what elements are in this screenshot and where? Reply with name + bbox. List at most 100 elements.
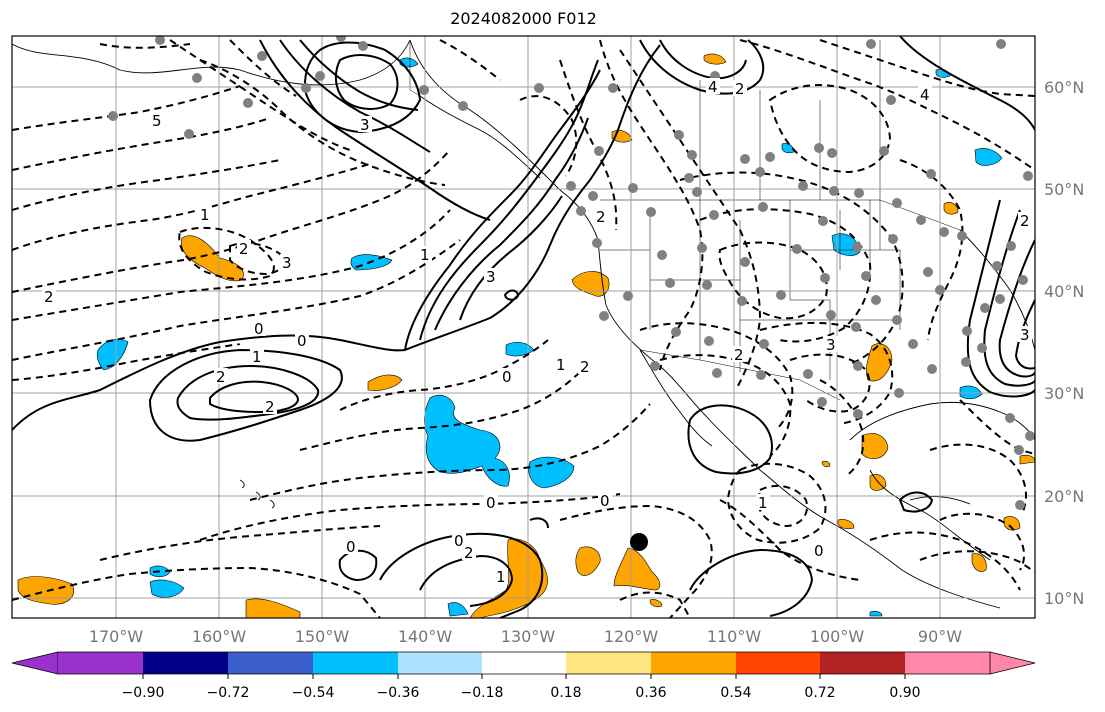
contour-label: 0 [486, 494, 496, 512]
contour-label: 1 [252, 348, 262, 366]
fill-orange-region [613, 547, 661, 591]
contour-label: 4 [920, 86, 930, 104]
contour-line [966, 199, 1035, 398]
storm-position-marker [630, 533, 648, 551]
border-alaska [409, 40, 421, 97]
contour-label: 2 [580, 358, 590, 376]
contour-line-dashed [599, 39, 704, 371]
contour-label: 0 [346, 538, 356, 556]
contour-line-dashed [12, 239, 461, 361]
contour-line [334, 54, 399, 110]
colorbar-tick-label: 0.72 [804, 685, 835, 701]
contour-line [259, 39, 491, 221]
colorbar-segment [313, 652, 398, 674]
contour-line [176, 364, 320, 421]
contour-line [689, 548, 814, 617]
fill-orange-region [866, 343, 893, 382]
colorbar-segment [905, 652, 990, 674]
colorbar-tick-label: −0.54 [292, 685, 335, 701]
coastline-alaska-panhandle [419, 95, 541, 179]
contour-line [434, 117, 589, 331]
graticule [12, 36, 1035, 618]
colorbar-segment [11, 651, 59, 675]
contour-line [639, 39, 765, 95]
contour-line-dashed [178, 226, 275, 281]
contour-label: 0 [600, 492, 610, 510]
contour-line-dashed [12, 149, 451, 293]
contour-line-dashed [718, 241, 828, 320]
coastline-north-america-west [409, 39, 1001, 609]
political-borders [409, 40, 961, 401]
map-frame [11, 35, 1036, 619]
contour-line-dashed [229, 242, 285, 276]
contour-line [379, 532, 544, 618]
colorbar-tick-label: 0.18 [550, 685, 581, 701]
contour-line-dashed [199, 59, 446, 186]
colorbar-segment [58, 652, 143, 674]
contour-line-dashed [12, 343, 241, 381]
contour-line-dashed [869, 531, 1021, 591]
contour-line-dashed [12, 85, 241, 131]
fill-blue-region [424, 395, 510, 487]
dashed-contours [12, 39, 1035, 618]
fill-orange-region [861, 433, 889, 460]
contour-label: 1 [556, 356, 566, 374]
contour-label: 4 [708, 78, 718, 96]
colorbar-segment [228, 652, 313, 674]
coastline-alaska [12, 39, 411, 86]
colorbar-segment [989, 651, 1036, 675]
contour-line-dashed [929, 443, 1027, 515]
contour-label: 2 [216, 368, 226, 386]
contour-line-dashed [12, 159, 281, 211]
contour-label: 0 [254, 320, 264, 338]
lon-label: 160°W [192, 627, 247, 646]
coastline-gulf-mexico [849, 402, 1035, 441]
contour-label: 5 [152, 112, 162, 130]
border-us-canada [600, 199, 961, 231]
contour-line-dashed [12, 566, 381, 618]
lon-label: 120°W [604, 627, 659, 646]
fill-orange-region [367, 374, 403, 391]
contour-label: 3 [826, 336, 836, 354]
contour-line [898, 491, 934, 513]
contour-line [419, 59, 599, 341]
contour-line-dashed [299, 369, 583, 451]
contour-label: 2 [44, 288, 54, 306]
contour-line-dashed [99, 525, 381, 561]
fill-orange-region [837, 519, 855, 530]
fill-blue-region [781, 143, 795, 154]
colorbar-tick-label: 0.36 [635, 685, 666, 701]
fill-blue-region [149, 579, 185, 598]
contour-line-dashed [789, 353, 871, 413]
contour-line-dashed [679, 171, 904, 365]
map-title: 2024082000 F012 [450, 9, 597, 28]
contour-line-dashed [819, 379, 865, 477]
contour-line [1014, 299, 1035, 370]
contour-label: 1 [496, 568, 506, 586]
contour-label: 2 [464, 544, 474, 562]
contour-line-dashed [756, 484, 808, 528]
contour-label: 0 [814, 542, 824, 560]
map-panel: 5 3 4 2 2 3 1 2 0 0 1 2 2 3 1 0 1 2 0 2 … [12, 36, 1035, 618]
contour-line [299, 39, 419, 111]
lat-label: 50°N [1044, 180, 1084, 199]
lon-label: 110°W [707, 627, 762, 646]
contour-line-dashed [12, 209, 451, 321]
contour-line-dashed [619, 591, 691, 618]
contour-line-dashed [169, 39, 351, 151]
contour-line-dashed [559, 504, 713, 618]
contour-labels: 5 3 4 2 2 3 1 2 0 0 1 2 2 3 1 0 1 2 0 2 … [42, 78, 1032, 586]
fill-orange-region [17, 576, 74, 605]
lon-label: 100°W [810, 627, 865, 646]
fill-orange-region [571, 271, 610, 297]
contour-label: 1 [200, 206, 210, 224]
contour-line [12, 44, 661, 431]
lat-label: 30°N [1044, 384, 1084, 403]
colorbar-segment [736, 652, 820, 674]
lon-label: 150°W [295, 627, 350, 646]
fill-orange-region [245, 598, 301, 618]
contour-line-dashed [739, 39, 1035, 171]
contour-line-dashed [519, 95, 578, 177]
contour-label: 0 [502, 368, 512, 386]
